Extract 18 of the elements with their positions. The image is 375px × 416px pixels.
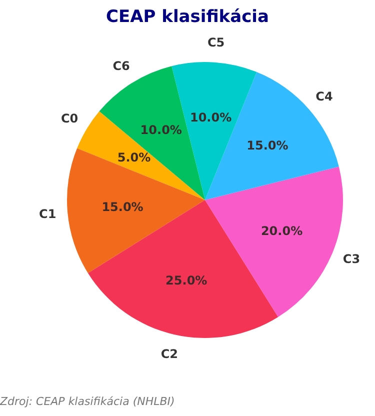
slice-label: C5 <box>207 35 225 50</box>
data-label: 10.0% <box>140 122 182 137</box>
data-label: 15.0% <box>246 138 288 153</box>
slice-label: C4 <box>316 89 333 104</box>
slice-label: C6 <box>112 59 130 74</box>
data-label: 10.0% <box>190 110 232 124</box>
text: Zdroj: CEAP klasifikácia (NHLBI) <box>0 395 175 408</box>
pie-slice <box>205 166 343 318</box>
pie-slice <box>67 148 205 274</box>
data-label: 15.0% <box>102 200 144 214</box>
data-label: 25.0% <box>166 274 208 288</box>
slice-label: C1 <box>39 206 56 221</box>
chart-title: CEAP klasifikácia <box>106 7 269 27</box>
slice-label: C0 <box>60 112 78 126</box>
data-label: 20.0% <box>260 224 303 238</box>
data-label: 5.0% <box>117 150 151 164</box>
slice-label: C2 <box>160 346 178 361</box>
slice-label: C3 <box>342 252 360 266</box>
